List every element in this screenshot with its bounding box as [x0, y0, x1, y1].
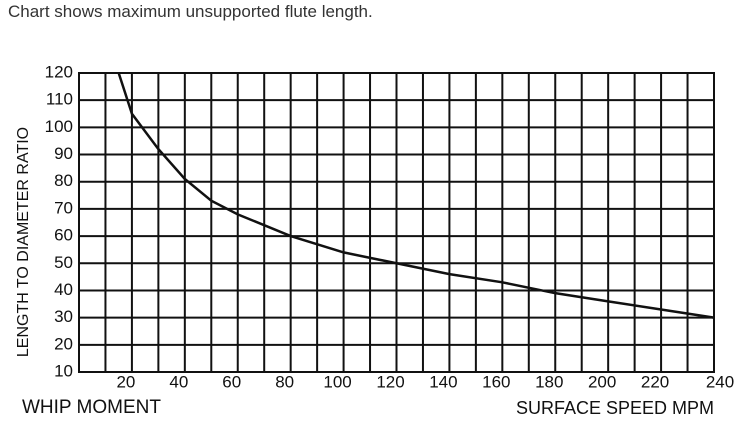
y-tick-label: 90	[54, 144, 73, 163]
y-tick-label: 110	[46, 90, 73, 109]
x-tick-label: 100	[323, 372, 351, 391]
x-tick-label: 160	[482, 372, 510, 391]
x-tick-label: 80	[275, 372, 294, 391]
x-tick-label: 20	[116, 372, 135, 391]
y-tick-label: 120	[45, 62, 73, 81]
y-tick-label: 40	[54, 280, 73, 299]
x-tick-label: 120	[376, 372, 404, 391]
y-tick-label: 70	[54, 198, 73, 217]
x-tick-label: 240	[706, 372, 734, 391]
y-tick-label: 10	[54, 361, 73, 380]
y-tick-label: 100	[45, 117, 73, 136]
x-tick-label: 220	[641, 372, 669, 391]
y-tick-label: 80	[54, 171, 73, 190]
x-tick-label: 40	[169, 372, 188, 391]
x-tick-label: 180	[535, 372, 563, 391]
x-tick-label: 200	[588, 372, 616, 391]
y-axis-label: LENGTH TO DIAMETER RATIO	[15, 127, 32, 357]
y-tick-label: 20	[54, 334, 73, 353]
caption: Chart shows maximum unsupported flute le…	[8, 2, 373, 21]
x-tick-label: 60	[222, 372, 241, 391]
data-line	[117, 72, 715, 319]
y-tick-label: 50	[54, 253, 73, 272]
y-tick-label: 30	[54, 307, 73, 326]
y-tick-label: 60	[54, 226, 73, 245]
x-axis-label: SURFACE SPEED MPM	[516, 398, 714, 418]
x-tick-label: 140	[429, 372, 457, 391]
annotation: WHIP MOMENT	[22, 397, 161, 418]
